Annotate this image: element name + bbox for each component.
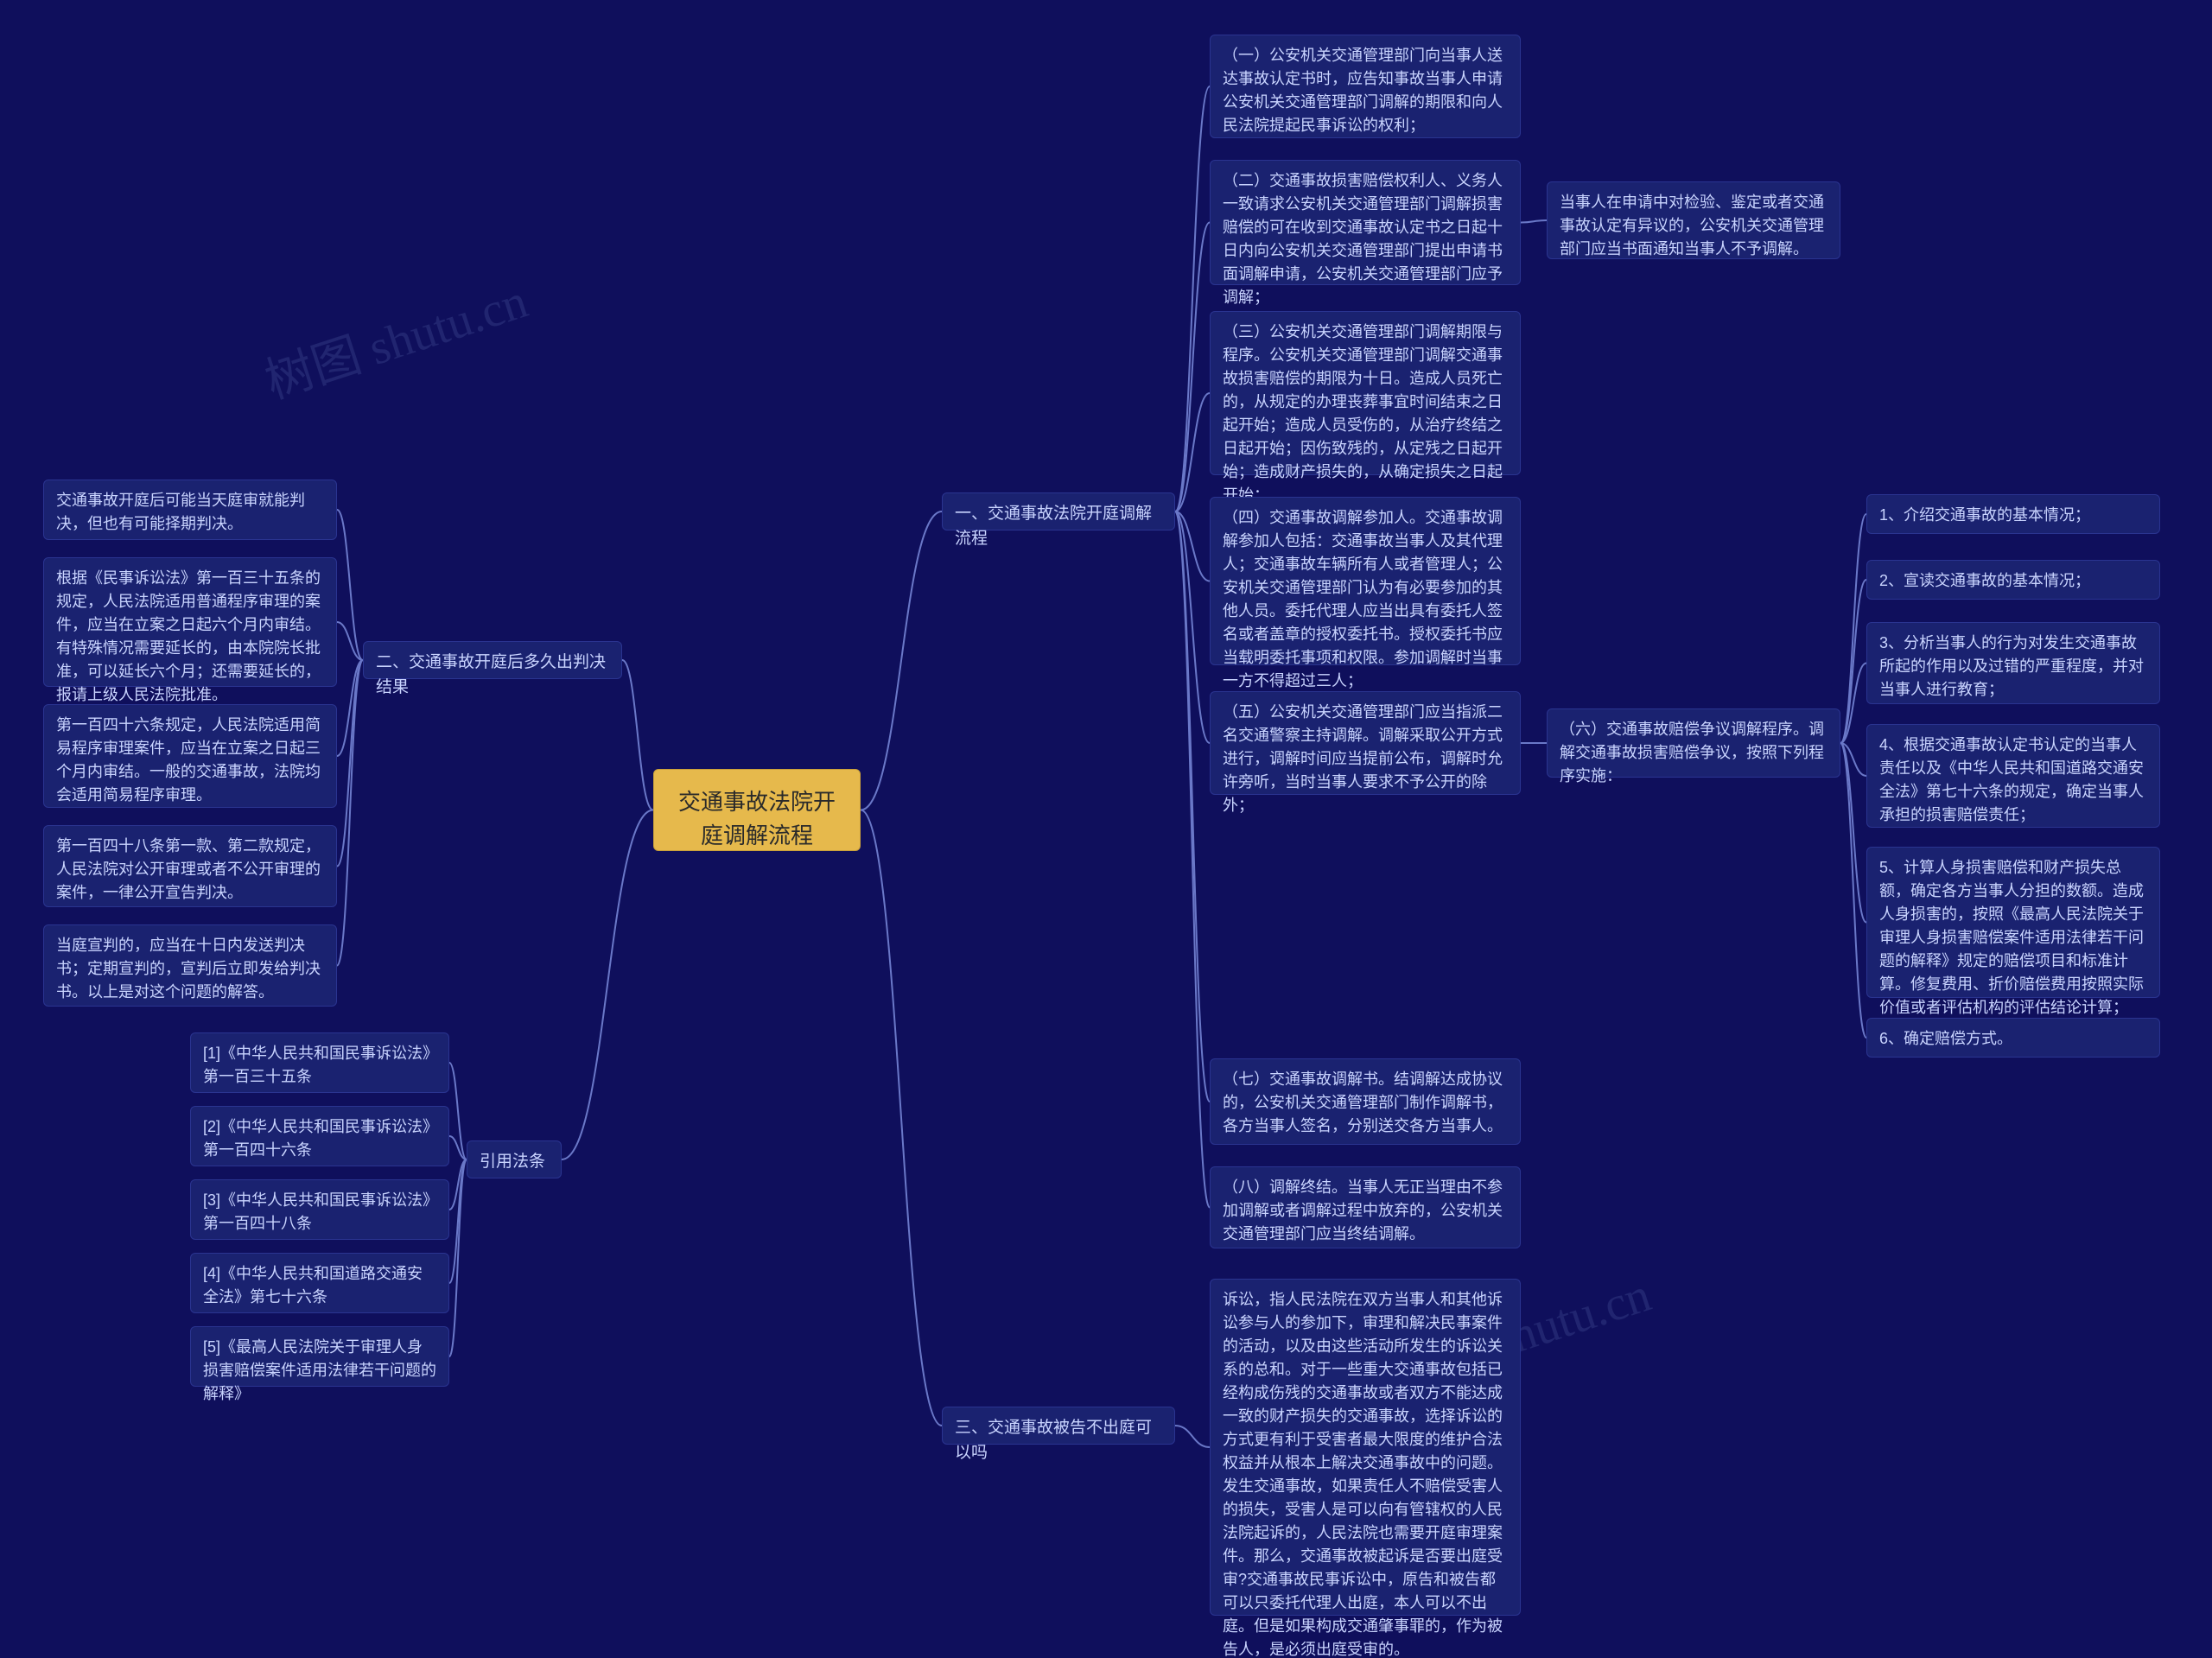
leaf-node[interactable]: 2、宣读交通事故的基本情况； <box>1866 560 2160 600</box>
edge <box>337 660 363 756</box>
leaf-node[interactable]: 3、分析当事人的行为对发生交通事故所起的作用以及过错的严重程度，并对当事人进行教… <box>1866 622 2160 704</box>
edge <box>449 1159 467 1356</box>
edge <box>622 660 653 810</box>
edge <box>449 1136 467 1159</box>
leaf-node[interactable]: （二）交通事故损害赔偿权利人、义务人一致请求公安机关交通管理部门调解损害赔偿的可… <box>1210 160 1521 285</box>
edge <box>562 810 653 1160</box>
leaf-node[interactable]: 4、根据交通事故认定书认定的当事人责任以及《中华人民共和国道路交通安全法》第七十… <box>1866 724 2160 828</box>
leaf-node[interactable]: [5]《最高人民法院关于审理人身损害赔偿案件适用法律若干问题的解释》 <box>190 1326 449 1387</box>
leaf-node[interactable]: [3]《中华人民共和国民事诉讼法》第一百四十八条 <box>190 1179 449 1240</box>
leaf-node[interactable]: [1]《中华人民共和国民事诉讼法》第一百三十五条 <box>190 1032 449 1093</box>
edge <box>1175 511 1210 743</box>
leaf-node[interactable]: （一）公安机关交通管理部门向当事人送达事故认定书时，应告知事故当事人申请公安机关… <box>1210 35 1521 138</box>
edge <box>1175 393 1210 511</box>
edge <box>449 1159 467 1210</box>
root-node[interactable]: 交通事故法院开庭调解流程 <box>653 769 861 851</box>
edge <box>1175 511 1210 581</box>
edge <box>1840 743 1866 1038</box>
edge <box>337 510 363 660</box>
edge <box>861 511 942 810</box>
edge <box>861 810 942 1426</box>
leaf-node[interactable]: 交通事故开庭后可能当天庭审就能判决，但也有可能择期判决。 <box>43 480 337 540</box>
leaf-node[interactable]: （八）调解终结。当事人无正当理由不参加调解或者调解过程中放弃的，公安机关交通管理… <box>1210 1166 1521 1248</box>
branch-node[interactable]: 引用法条 <box>467 1140 562 1178</box>
edge <box>1840 743 1866 776</box>
leaf-node[interactable]: （六）交通事故赔偿争议调解程序。调解交通事故损害赔偿争议，按照下列程序实施： <box>1547 708 1840 778</box>
watermark: 树图 shutu.cn <box>255 262 535 412</box>
edge <box>1840 743 1866 923</box>
branch-node[interactable]: 二、交通事故开庭后多久出判决结果 <box>363 641 622 679</box>
leaf-node[interactable]: 诉讼，指人民法院在双方当事人和其他诉讼参与人的参加下，审理和解决民事案件的活动，… <box>1210 1279 1521 1616</box>
edge <box>1175 223 1210 512</box>
leaf-node[interactable]: 第一百四十六条规定，人民法院适用简易程序审理案件，应当在立案之日起三个月内审结。… <box>43 704 337 808</box>
leaf-node[interactable]: （五）公安机关交通管理部门应当指派二名交通警察主持调解。调解采取公开方式进行，调… <box>1210 691 1521 795</box>
edge <box>1175 86 1210 511</box>
edge <box>337 660 363 867</box>
edge <box>1175 511 1210 1208</box>
leaf-node[interactable]: 5、计算人身损害赔偿和财产损失总额，确定各方当事人分担的数额。造成人身损害的，按… <box>1866 847 2160 998</box>
edge <box>1840 664 1866 744</box>
leaf-node[interactable]: 当事人在申请中对检验、鉴定或者交通事故认定有异议的，公安机关交通管理部门应当书面… <box>1547 181 1840 259</box>
edge <box>1175 511 1210 1102</box>
edge <box>1840 580 1866 743</box>
leaf-node[interactable]: （七）交通事故调解书。结调解达成协议的，公安机关交通管理部门制作调解书，各方当事… <box>1210 1058 1521 1145</box>
leaf-node[interactable]: 当庭宣判的，应当在十日内发送判决书；定期宣判的，宣判后立即发给判决书。以上是对这… <box>43 924 337 1007</box>
branch-node[interactable]: 三、交通事故被告不出庭可以吗 <box>942 1407 1175 1445</box>
edge <box>337 622 363 660</box>
edge <box>1521 220 1547 223</box>
edge <box>337 660 363 966</box>
edge <box>1175 1426 1210 1447</box>
edge <box>1840 514 1866 743</box>
leaf-node[interactable]: 第一百四十八条第一款、第二款规定，人民法院对公开审理或者不公开审理的案件，一律公… <box>43 825 337 907</box>
leaf-node[interactable]: 根据《民事诉讼法》第一百三十五条的规定，人民法院适用普通程序审理的案件，应当在立… <box>43 557 337 687</box>
edge <box>449 1159 467 1283</box>
edge <box>449 1063 467 1159</box>
leaf-node[interactable]: （三）公安机关交通管理部门调解期限与程序。公安机关交通管理部门调解交通事故损害赔… <box>1210 311 1521 475</box>
leaf-node[interactable]: 1、介绍交通事故的基本情况； <box>1866 494 2160 534</box>
leaf-node[interactable]: 6、确定赔偿方式。 <box>1866 1018 2160 1058</box>
leaf-node[interactable]: [4]《中华人民共和国道路交通安全法》第七十六条 <box>190 1253 449 1313</box>
leaf-node[interactable]: （四）交通事故调解参加人。交通事故调解参加人包括：交通事故当事人及其代理人；交通… <box>1210 497 1521 665</box>
branch-node[interactable]: 一、交通事故法院开庭调解流程 <box>942 492 1175 530</box>
leaf-node[interactable]: [2]《中华人民共和国民事诉讼法》第一百四十六条 <box>190 1106 449 1166</box>
